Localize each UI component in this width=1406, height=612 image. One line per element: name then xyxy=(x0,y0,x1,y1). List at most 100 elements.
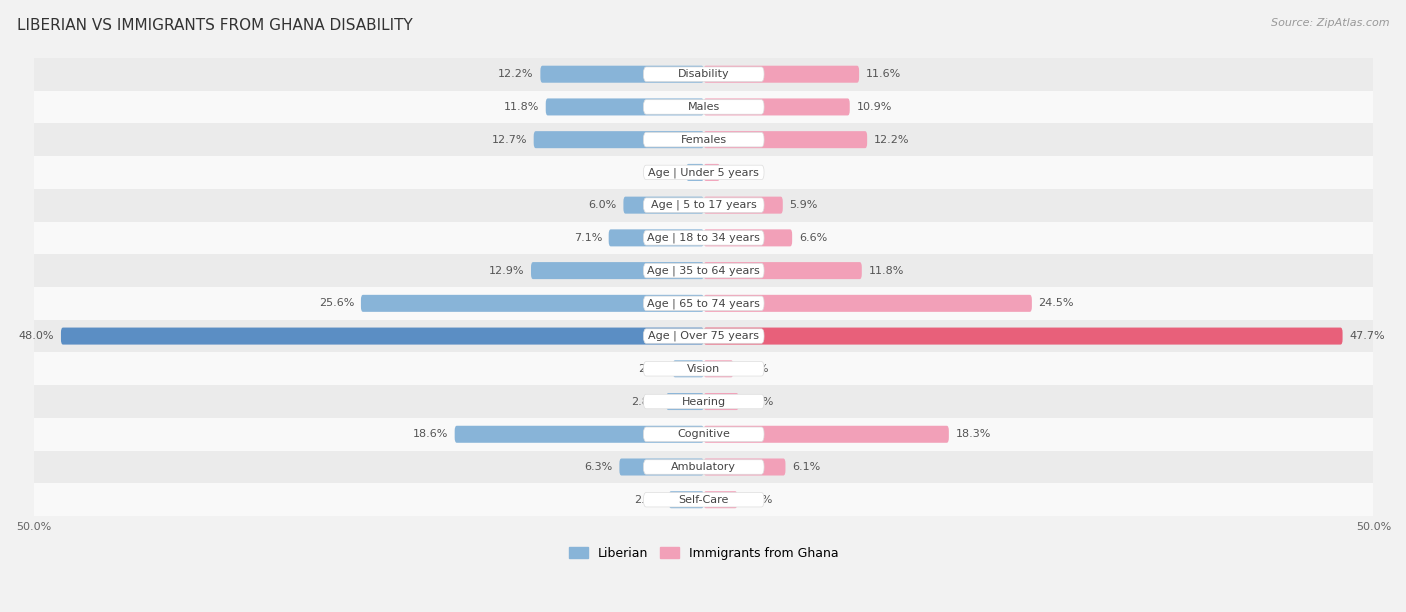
Text: Age | Over 75 years: Age | Over 75 years xyxy=(648,331,759,341)
FancyBboxPatch shape xyxy=(704,327,1343,345)
FancyBboxPatch shape xyxy=(644,67,763,81)
FancyBboxPatch shape xyxy=(644,132,763,147)
Text: Disability: Disability xyxy=(678,69,730,79)
FancyBboxPatch shape xyxy=(531,262,704,279)
Bar xyxy=(34,287,1374,319)
Bar xyxy=(34,156,1374,188)
Text: 6.6%: 6.6% xyxy=(799,233,827,243)
Bar xyxy=(34,319,1374,353)
Text: Source: ZipAtlas.com: Source: ZipAtlas.com xyxy=(1271,18,1389,28)
Text: 2.6%: 2.6% xyxy=(745,397,773,406)
Bar xyxy=(34,418,1374,450)
FancyBboxPatch shape xyxy=(704,360,733,378)
FancyBboxPatch shape xyxy=(644,198,763,212)
Text: 2.2%: 2.2% xyxy=(740,364,769,374)
FancyBboxPatch shape xyxy=(546,99,704,116)
FancyBboxPatch shape xyxy=(644,329,763,343)
Text: 12.9%: 12.9% xyxy=(489,266,524,275)
FancyBboxPatch shape xyxy=(644,427,763,441)
FancyBboxPatch shape xyxy=(669,491,704,508)
Bar xyxy=(34,188,1374,222)
Bar xyxy=(34,353,1374,385)
Bar xyxy=(34,483,1374,516)
FancyBboxPatch shape xyxy=(704,99,849,116)
FancyBboxPatch shape xyxy=(644,263,763,278)
FancyBboxPatch shape xyxy=(704,426,949,442)
Text: 25.6%: 25.6% xyxy=(319,298,354,308)
FancyBboxPatch shape xyxy=(673,360,704,378)
FancyBboxPatch shape xyxy=(704,196,783,214)
Text: 6.1%: 6.1% xyxy=(792,462,821,472)
FancyBboxPatch shape xyxy=(644,394,763,409)
FancyBboxPatch shape xyxy=(704,164,720,181)
Bar xyxy=(34,385,1374,418)
Text: Age | 35 to 64 years: Age | 35 to 64 years xyxy=(647,266,761,276)
Text: 18.3%: 18.3% xyxy=(956,429,991,439)
Text: Self-Care: Self-Care xyxy=(679,494,728,505)
Text: 10.9%: 10.9% xyxy=(856,102,891,112)
Text: 12.2%: 12.2% xyxy=(498,69,534,79)
Text: Age | 5 to 17 years: Age | 5 to 17 years xyxy=(651,200,756,211)
Text: 48.0%: 48.0% xyxy=(18,331,55,341)
Text: 11.8%: 11.8% xyxy=(869,266,904,275)
FancyBboxPatch shape xyxy=(60,327,704,345)
FancyBboxPatch shape xyxy=(704,131,868,148)
Text: 2.3%: 2.3% xyxy=(638,364,666,374)
FancyBboxPatch shape xyxy=(644,100,763,114)
FancyBboxPatch shape xyxy=(644,460,763,474)
FancyBboxPatch shape xyxy=(704,65,859,83)
Text: Cognitive: Cognitive xyxy=(678,429,730,439)
Text: 12.7%: 12.7% xyxy=(492,135,527,144)
Bar xyxy=(34,58,1374,91)
Legend: Liberian, Immigrants from Ghana: Liberian, Immigrants from Ghana xyxy=(564,542,844,565)
FancyBboxPatch shape xyxy=(704,393,738,410)
Text: 11.8%: 11.8% xyxy=(503,102,538,112)
Text: 6.3%: 6.3% xyxy=(585,462,613,472)
Text: Age | 65 to 74 years: Age | 65 to 74 years xyxy=(647,298,761,308)
Bar xyxy=(34,91,1374,123)
Text: 12.2%: 12.2% xyxy=(875,135,910,144)
FancyBboxPatch shape xyxy=(620,458,704,476)
Text: Hearing: Hearing xyxy=(682,397,725,406)
Text: Age | Under 5 years: Age | Under 5 years xyxy=(648,167,759,177)
Text: LIBERIAN VS IMMIGRANTS FROM GHANA DISABILITY: LIBERIAN VS IMMIGRANTS FROM GHANA DISABI… xyxy=(17,18,412,34)
Text: Age | 18 to 34 years: Age | 18 to 34 years xyxy=(647,233,761,243)
Text: 11.6%: 11.6% xyxy=(866,69,901,79)
Text: 18.6%: 18.6% xyxy=(412,429,449,439)
Text: Females: Females xyxy=(681,135,727,144)
FancyBboxPatch shape xyxy=(623,196,704,214)
Bar xyxy=(34,450,1374,483)
FancyBboxPatch shape xyxy=(609,230,704,247)
Text: Males: Males xyxy=(688,102,720,112)
FancyBboxPatch shape xyxy=(686,164,704,181)
Text: 24.5%: 24.5% xyxy=(1039,298,1074,308)
Text: 6.0%: 6.0% xyxy=(589,200,617,210)
FancyBboxPatch shape xyxy=(644,165,763,180)
FancyBboxPatch shape xyxy=(454,426,704,442)
Text: 5.9%: 5.9% xyxy=(790,200,818,210)
FancyBboxPatch shape xyxy=(704,230,792,247)
FancyBboxPatch shape xyxy=(704,458,786,476)
Text: 2.5%: 2.5% xyxy=(744,494,772,505)
FancyBboxPatch shape xyxy=(540,65,704,83)
Text: Vision: Vision xyxy=(688,364,720,374)
FancyBboxPatch shape xyxy=(666,393,704,410)
Text: 2.8%: 2.8% xyxy=(631,397,659,406)
FancyBboxPatch shape xyxy=(361,295,704,312)
FancyBboxPatch shape xyxy=(644,296,763,310)
Bar xyxy=(34,254,1374,287)
Text: 1.2%: 1.2% xyxy=(727,168,755,177)
Bar xyxy=(34,222,1374,254)
FancyBboxPatch shape xyxy=(704,295,1032,312)
Text: 47.7%: 47.7% xyxy=(1350,331,1385,341)
FancyBboxPatch shape xyxy=(644,493,763,507)
FancyBboxPatch shape xyxy=(644,231,763,245)
FancyBboxPatch shape xyxy=(534,131,704,148)
Text: Ambulatory: Ambulatory xyxy=(671,462,737,472)
Text: 1.3%: 1.3% xyxy=(651,168,679,177)
FancyBboxPatch shape xyxy=(704,491,737,508)
Text: 7.1%: 7.1% xyxy=(574,233,602,243)
FancyBboxPatch shape xyxy=(644,362,763,376)
FancyBboxPatch shape xyxy=(704,262,862,279)
Text: 2.6%: 2.6% xyxy=(634,494,662,505)
